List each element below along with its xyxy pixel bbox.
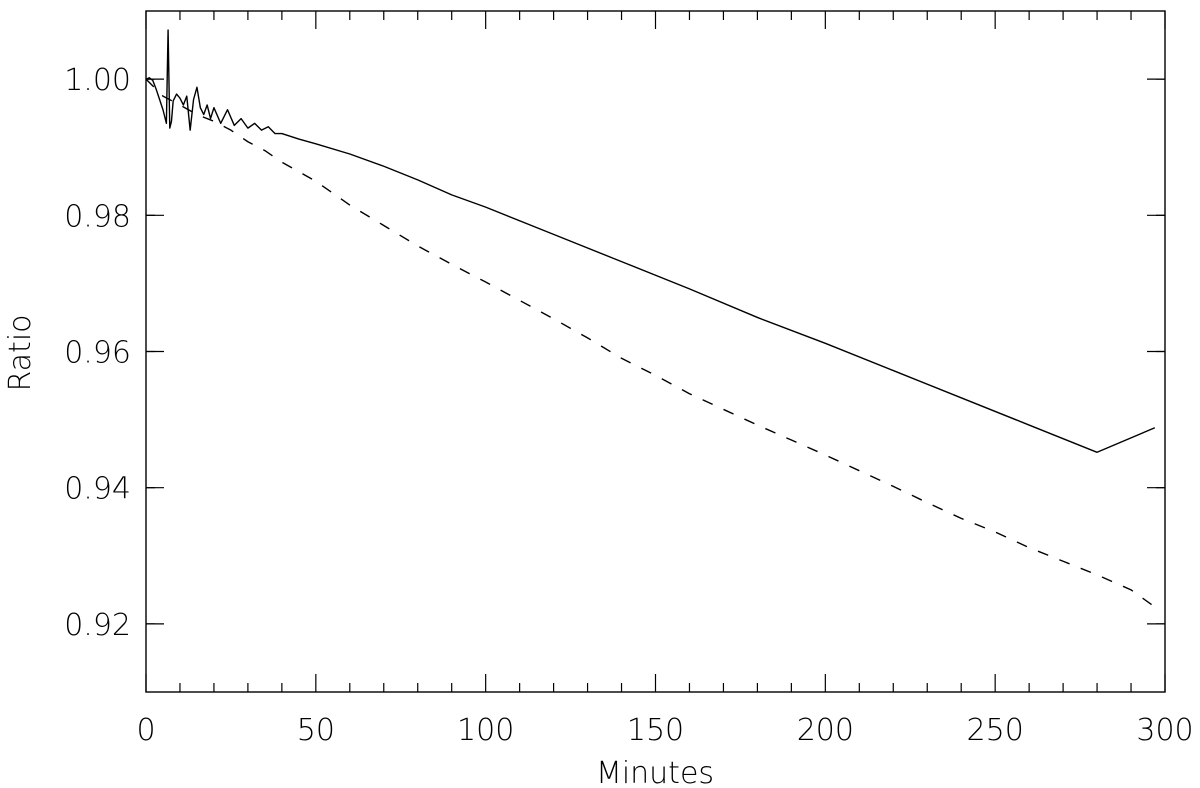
x-tick-label: 150 [627, 713, 684, 748]
y-tick-label: 0.96 [64, 336, 131, 371]
y-tick-label: 1.00 [64, 63, 131, 98]
tick-labels: 0 50 100 150 200 250 300 0.92 0.94 0.96 0.98 1.00 [64, 63, 1193, 748]
plot-frame [145, 10, 1166, 693]
y-tick-label: 0.94 [64, 472, 131, 507]
y-tick-label: 0.92 [64, 608, 131, 643]
x-tick-label: 0 [136, 713, 155, 748]
series-line-solid [145, 29, 1156, 453]
x-tick-label: 200 [797, 713, 854, 748]
y-tick-label: 0.98 [64, 199, 131, 234]
x-tick-label: 100 [457, 713, 514, 748]
series-line-dashed [145, 78, 1156, 608]
axis-ticks [145, 11, 1166, 692]
x-tick-label: 50 [297, 713, 335, 748]
series-group [145, 29, 1156, 608]
x-tick-label: 300 [1136, 713, 1193, 748]
x-tick-label: 250 [967, 713, 1024, 748]
y-axis-label: Ratio [3, 314, 38, 391]
x-axis-label: Minutes [596, 756, 714, 788]
